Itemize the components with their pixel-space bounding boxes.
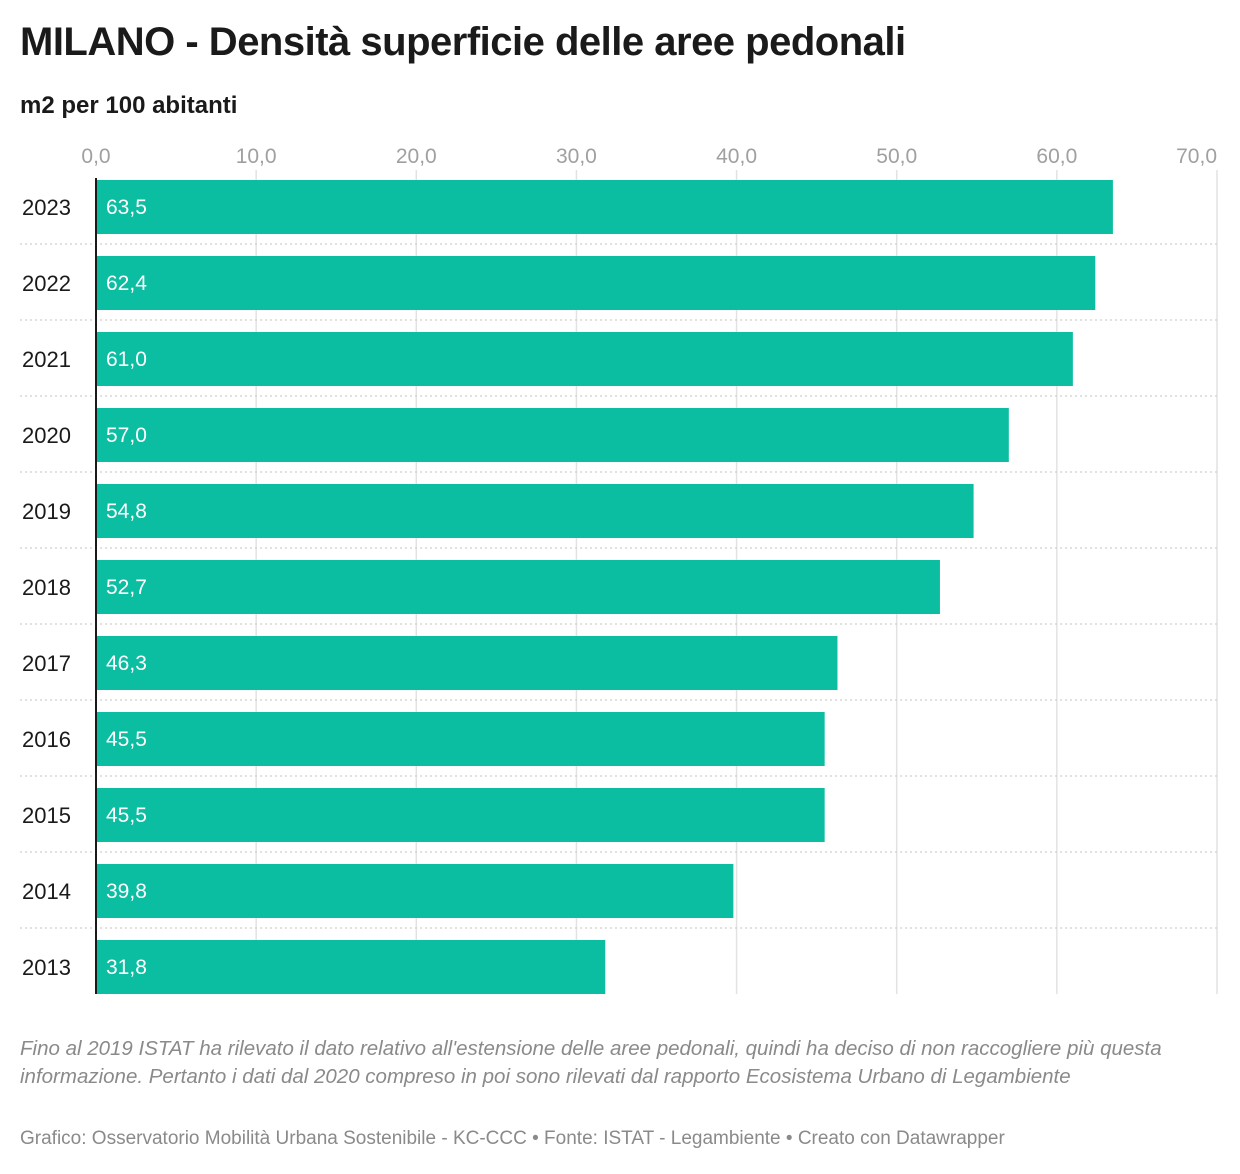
bar (96, 788, 825, 842)
bar (96, 636, 838, 690)
bar-value-label: 63,5 (106, 196, 147, 219)
bar-value-label: 61,0 (106, 348, 147, 371)
bar-value-label: 39,8 (106, 880, 147, 903)
chart-credits: Grafico: Osservatorio Mobilità Urbana So… (20, 1128, 1005, 1149)
chart-subtitle: m2 per 100 abitanti (20, 92, 238, 119)
x-tick-label: 30,0 (556, 145, 597, 168)
bar (96, 560, 940, 614)
category-label: 2014 (22, 879, 71, 904)
category-label: 2016 (22, 727, 71, 752)
bar-value-label: 46,3 (106, 652, 147, 675)
bar (96, 712, 825, 766)
bar (96, 180, 1113, 234)
bar-value-label: 62,4 (106, 272, 147, 295)
category-label: 2023 (22, 195, 71, 220)
bar-value-label: 45,5 (106, 728, 147, 751)
bar (96, 256, 1096, 310)
category-label: 2017 (22, 651, 71, 676)
bar-value-label: 54,8 (106, 500, 147, 523)
category-label: 2018 (22, 575, 71, 600)
category-label: 2019 (22, 499, 71, 524)
bar (96, 864, 734, 918)
x-tick-label: 70,0 (1176, 145, 1217, 168)
category-label: 2020 (22, 423, 71, 448)
category-label: 2015 (22, 803, 71, 828)
category-label: 2021 (22, 347, 71, 372)
x-tick-label: 50,0 (876, 145, 917, 168)
chart-title: MILANO - Densità superficie delle aree p… (20, 20, 906, 64)
bar (96, 940, 606, 994)
bar (96, 332, 1073, 386)
x-tick-label: 40,0 (716, 145, 757, 168)
x-tick-label: 60,0 (1036, 145, 1077, 168)
x-tick-label: 0,0 (81, 145, 110, 168)
chart-note: Fino al 2019 ISTAT ha rilevato il dato r… (20, 1037, 1162, 1088)
x-tick-label: 10,0 (236, 145, 277, 168)
category-label: 2022 (22, 271, 71, 296)
bar (96, 408, 1009, 462)
bar-value-label: 57,0 (106, 424, 147, 447)
bar-value-label: 45,5 (106, 804, 147, 827)
bar-value-label: 52,7 (106, 576, 147, 599)
bar-value-label: 31,8 (106, 956, 147, 979)
bar (96, 484, 974, 538)
category-label: 2013 (22, 955, 71, 980)
x-tick-label: 20,0 (396, 145, 437, 168)
bar-chart-plot: 0,0 10,0 20,0 30,0 40,0 50,0 60,0 70,0 63,5 2023 6… (20, 145, 1218, 994)
